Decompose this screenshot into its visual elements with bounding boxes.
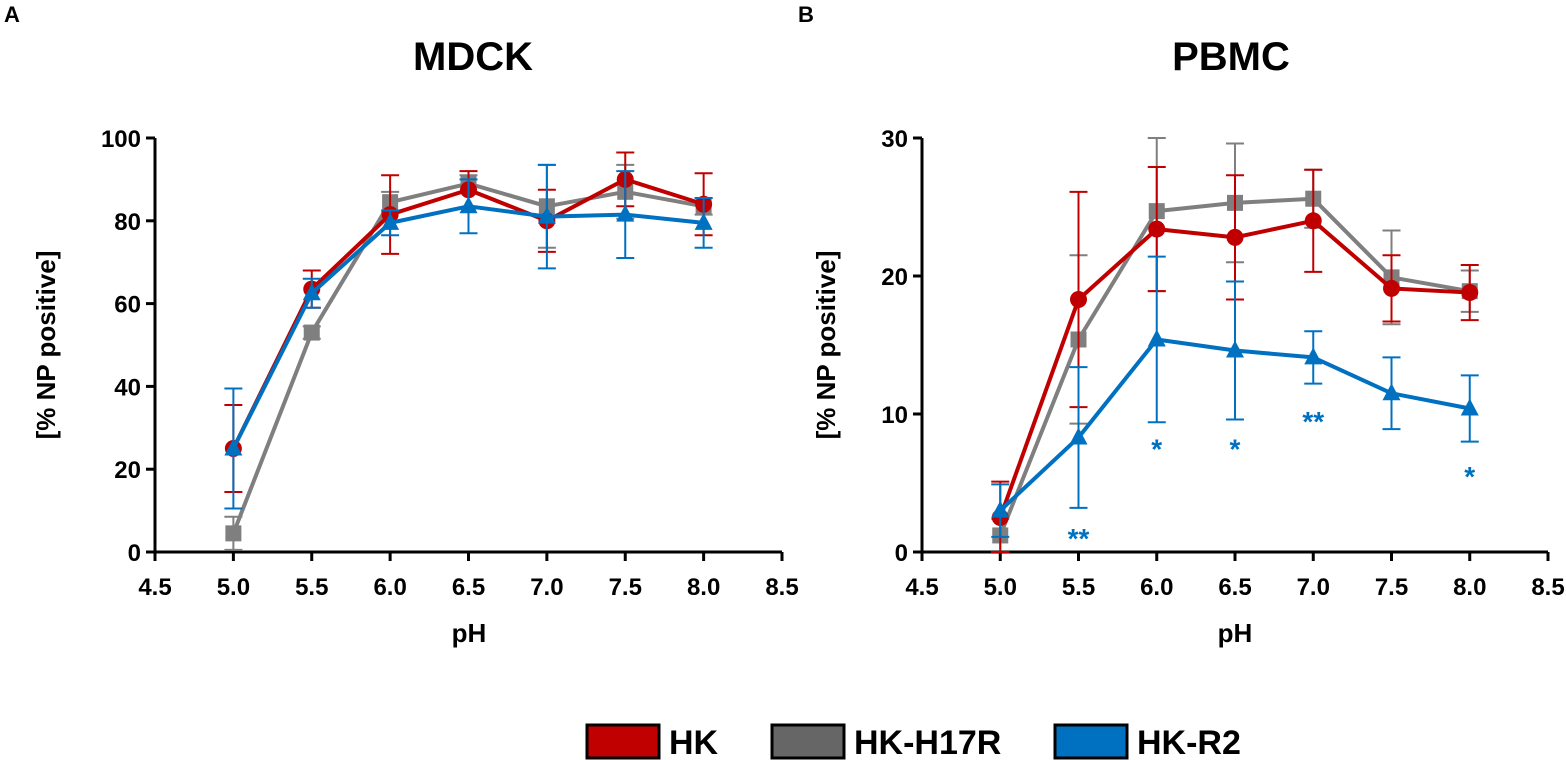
data-point-hk-h17r: [225, 525, 242, 542]
y-tick-label: 100: [101, 126, 141, 153]
x-tick-label: 4.5: [138, 574, 171, 601]
significance-marker: **: [1302, 406, 1324, 437]
x-tick-label: 5.0: [217, 574, 250, 601]
data-point-hk-r2: [1304, 347, 1323, 365]
x-axis-label-pbmc: pH: [1218, 618, 1253, 648]
x-tick-label: 6.5: [452, 574, 485, 601]
data-point-hk-r2: [991, 500, 1010, 518]
data-point-hk-r2: [381, 212, 400, 230]
panel-letter-a: A: [4, 2, 20, 27]
y-axis-label-mdck: [% NP positive]: [31, 251, 61, 440]
data-point-hk-r2: [1147, 329, 1166, 347]
x-tick-label: 8.0: [687, 574, 720, 601]
legend-swatch-hk: [585, 723, 661, 760]
x-tick-label: 8.0: [1453, 574, 1486, 601]
data-point-hk: [1226, 228, 1244, 246]
series-hk-r2: [224, 163, 713, 510]
x-tick-label: 7.5: [1375, 574, 1408, 601]
x-tick-label: 5.5: [1062, 574, 1095, 601]
x-tick-label: 7.0: [1297, 574, 1330, 601]
x-tick-label: 4.5: [905, 574, 938, 601]
plot-area-mdck: 4.5 5.0 5.5 6.0 6.5 7.0 7.5 8.0 8.5 0 20 40 60 80 100: [101, 126, 799, 601]
legend-swatch-hk-r2: [1053, 723, 1129, 760]
data-point-hk-r2: [302, 283, 321, 301]
legend-label-hk: HK: [669, 724, 719, 760]
y-axis-label-pbmc: [% NP positive]: [811, 251, 841, 440]
panel-letter-b: B: [798, 2, 814, 27]
y-tick-label: 10: [881, 402, 908, 429]
x-tick-label: 6.0: [1140, 574, 1173, 601]
data-point-hk-r2: [224, 438, 243, 456]
significance-marker: *: [1464, 461, 1475, 492]
axes-mdck: 4.5 5.0 5.5 6.0 6.5 7.0 7.5 8.0 8.5 0 20 40 60 80 100: [101, 126, 799, 601]
y-tick-label: 0: [128, 540, 141, 567]
legend: HK HK-H17R HK-R2: [585, 723, 1241, 760]
panel-pbmc: B PBMC [% NP positive] pH 4.5 5.0 5.5 6.0 6.…: [798, 2, 1565, 648]
x-tick-label: 5.0: [984, 574, 1017, 601]
series-line-hk-h17r: [231, 181, 704, 535]
y-tick-label: 80: [114, 209, 141, 236]
x-tick-label: 8.5: [1531, 574, 1564, 601]
y-tick-label: 20: [881, 264, 908, 291]
x-tick-label: 5.5: [295, 574, 328, 601]
y-tick-label: 30: [881, 126, 908, 153]
x-tick-label: 7.0: [530, 574, 563, 601]
data-point-hk-r2: [694, 212, 713, 230]
data-point-hk-r2: [1382, 383, 1401, 401]
panel-mdck: A MDCK [% NP positive] pH 4.5 5.0 5.5 6.0 6.…: [4, 2, 799, 648]
chart-title-mdck: MDCK: [413, 35, 533, 79]
axes-pbmc: 4.5 5.0 5.5 6.0 6.5 7.0 7.5 8.0 8.5 0 10 20 30: [881, 126, 1564, 601]
legend-swatch-hk-h17r: [770, 723, 846, 760]
x-axis-label-mdck: pH: [452, 618, 487, 648]
data-point-hk-r2: [1069, 427, 1088, 445]
data-point-hk: [1304, 212, 1322, 230]
legend-label-hk-h17r: HK-H17R: [854, 724, 1001, 760]
x-tick-label: 7.5: [609, 574, 642, 601]
data-point-hk: [1383, 279, 1400, 297]
data-point-hk: [1461, 284, 1479, 302]
data-point-hk-r2: [1460, 398, 1479, 416]
significance-marker: *: [1151, 434, 1162, 465]
x-tick-label: 6.0: [373, 574, 406, 601]
series-hk-r2: [991, 255, 1479, 538]
data-point-hk-r2: [459, 196, 478, 214]
y-tick-label: 20: [114, 457, 141, 484]
data-point-hk-r2: [616, 204, 635, 222]
data-point-hk: [1070, 290, 1087, 308]
significance-marker: *: [1230, 434, 1241, 465]
y-tick-label: 0: [895, 540, 908, 567]
y-tick-label: 60: [114, 292, 141, 319]
data-point-hk-r2: [1226, 340, 1244, 358]
x-tick-label: 6.5: [1218, 574, 1251, 601]
y-tick-label: 40: [114, 374, 141, 401]
data-point-hk-r2: [537, 206, 556, 224]
chart-title-pbmc: PBMC: [1172, 35, 1290, 79]
legend-label-hk-r2: HK-R2: [1137, 724, 1241, 760]
significance-marker: **: [1068, 523, 1090, 554]
data-point-hk: [1148, 220, 1166, 238]
data-point-hk-h17r: [303, 324, 320, 341]
x-tick-label: 8.5: [765, 574, 798, 601]
